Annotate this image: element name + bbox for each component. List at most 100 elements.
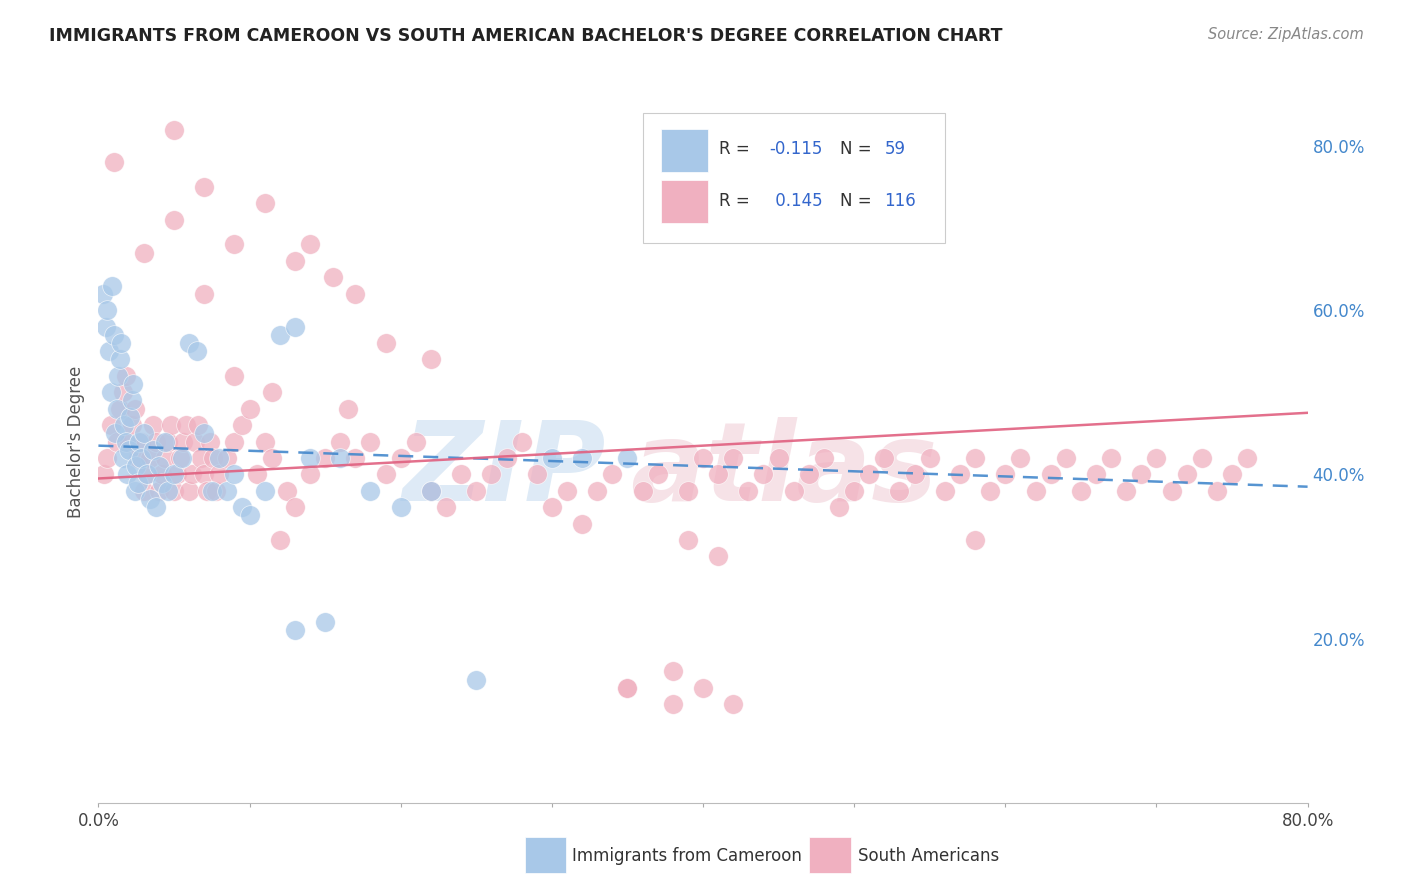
Point <box>647 467 669 482</box>
Point <box>797 467 820 482</box>
Point <box>103 155 125 169</box>
Point <box>284 500 307 515</box>
Point <box>723 450 745 465</box>
Point <box>111 385 134 400</box>
Point <box>450 467 472 482</box>
Point <box>737 483 759 498</box>
Text: South Americans: South Americans <box>858 847 1000 864</box>
Text: N =: N = <box>839 140 876 158</box>
Point <box>844 483 866 498</box>
Point <box>934 483 956 498</box>
Point <box>344 286 367 301</box>
Point <box>299 467 322 482</box>
Point <box>201 483 224 498</box>
Point <box>1160 483 1182 498</box>
Point <box>344 450 367 465</box>
Point <box>118 434 141 449</box>
Point <box>163 467 186 482</box>
Point <box>224 368 246 383</box>
Point <box>420 483 443 498</box>
FancyBboxPatch shape <box>661 180 707 223</box>
Point <box>420 483 443 498</box>
Point <box>132 245 155 260</box>
Point <box>170 450 193 465</box>
Point <box>374 336 396 351</box>
Point <box>262 385 284 400</box>
Text: Immigrants from Cameroon: Immigrants from Cameroon <box>572 847 803 864</box>
Point <box>616 681 638 695</box>
Point <box>813 450 835 465</box>
Point <box>145 500 167 515</box>
Point <box>124 401 146 416</box>
Point <box>253 196 276 211</box>
Text: atlas: atlas <box>630 417 938 524</box>
Point <box>108 352 131 367</box>
Point <box>127 450 149 465</box>
Point <box>104 426 127 441</box>
Point <box>284 624 307 638</box>
Point <box>329 434 352 449</box>
Point <box>169 450 191 465</box>
Text: 116: 116 <box>884 192 917 210</box>
Point <box>91 286 114 301</box>
Point <box>179 483 201 498</box>
Point <box>145 434 167 449</box>
Point <box>190 450 212 465</box>
Point <box>129 434 152 449</box>
Point <box>692 450 714 465</box>
Point <box>752 467 775 482</box>
Text: N =: N = <box>839 192 876 210</box>
Point <box>208 450 231 465</box>
Point <box>602 467 624 482</box>
Point <box>405 434 427 449</box>
Point <box>186 344 208 359</box>
Point <box>918 450 941 465</box>
Point <box>314 450 336 465</box>
Point <box>1054 450 1077 465</box>
Point <box>135 467 157 482</box>
Point <box>115 467 138 482</box>
Point <box>284 319 307 334</box>
Point <box>98 344 121 359</box>
Point <box>616 450 638 465</box>
Point <box>120 409 142 424</box>
Point <box>163 483 186 498</box>
Point <box>150 475 173 490</box>
Point <box>828 500 851 515</box>
Point <box>979 483 1001 498</box>
Point <box>128 434 150 449</box>
Point <box>200 434 222 449</box>
Point <box>114 434 136 449</box>
Point <box>193 180 215 194</box>
Point <box>768 450 790 465</box>
Point <box>215 450 238 465</box>
Point <box>336 401 359 416</box>
Point <box>193 286 215 301</box>
Point <box>465 483 488 498</box>
Point <box>103 327 125 342</box>
Point <box>434 500 457 515</box>
Point <box>262 450 284 465</box>
Point <box>231 418 253 433</box>
Point <box>1039 467 1062 482</box>
Point <box>110 336 132 351</box>
Text: Source: ZipAtlas.com: Source: ZipAtlas.com <box>1208 27 1364 42</box>
Point <box>111 450 134 465</box>
Point <box>166 467 188 482</box>
Point <box>571 450 593 465</box>
Point <box>160 418 183 433</box>
Point <box>783 483 806 498</box>
Text: ZIP: ZIP <box>402 417 606 524</box>
Text: R =: R = <box>718 140 755 158</box>
Point <box>389 450 412 465</box>
Point <box>246 467 269 482</box>
Point <box>142 418 165 433</box>
Point <box>100 418 122 433</box>
Point <box>965 533 987 547</box>
Point <box>1175 467 1198 482</box>
Point <box>239 508 262 523</box>
Point <box>195 483 218 498</box>
Point <box>108 401 131 416</box>
Point <box>187 418 209 433</box>
Point <box>172 434 194 449</box>
